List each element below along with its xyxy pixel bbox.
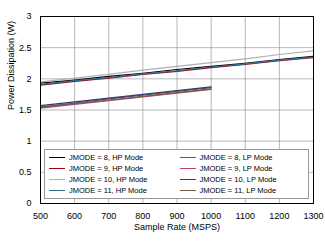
svg-text:1100: 1100 <box>236 211 255 221</box>
html-text:JMODE = 9, HP Mode: JMODE = 9, HP Mode <box>69 164 144 173</box>
svg-text:1.5: 1.5 <box>19 105 32 115</box>
svg-text:2: 2 <box>26 74 31 84</box>
svg-text:Sample Rate (MSPS): Sample Rate (MSPS) <box>134 222 220 232</box>
svg-text:1000: 1000 <box>201 211 221 221</box>
svg-text:1: 1 <box>26 136 31 146</box>
svg-text:Power Dissipation (W): Power Dissipation (W) <box>6 21 16 110</box>
svg-text:800: 800 <box>135 211 150 221</box>
html-text:JMODE = 10, HP Mode: JMODE = 10, HP Mode <box>69 175 148 184</box>
svg-text:500: 500 <box>33 211 48 221</box>
svg-text:700: 700 <box>101 211 116 221</box>
svg-text:0.5: 0.5 <box>19 167 32 177</box>
html-text:JMODE = 11, HP Mode: JMODE = 11, HP Mode <box>69 186 147 195</box>
html-text:JMODE = 9, LP Mode: JMODE = 9, LP Mode <box>199 164 273 173</box>
html-text:JMODE = 11, LP Mode: JMODE = 11, LP Mode <box>199 186 277 195</box>
svg-text:2.5: 2.5 <box>19 43 32 53</box>
html-text:JMODE = 8, HP Mode: JMODE = 8, HP Mode <box>69 153 144 162</box>
svg-text:1200: 1200 <box>269 211 289 221</box>
svg-text:3: 3 <box>26 11 31 21</box>
html-text:JMODE = 8, LP Mode: JMODE = 8, LP Mode <box>199 153 273 162</box>
svg-text:900: 900 <box>169 211 184 221</box>
html-text:JMODE = 10, LP Mode: JMODE = 10, LP Mode <box>199 175 277 184</box>
svg-text:0: 0 <box>26 198 31 208</box>
svg-text:600: 600 <box>67 211 82 221</box>
svg-text:1300: 1300 <box>303 211 323 221</box>
